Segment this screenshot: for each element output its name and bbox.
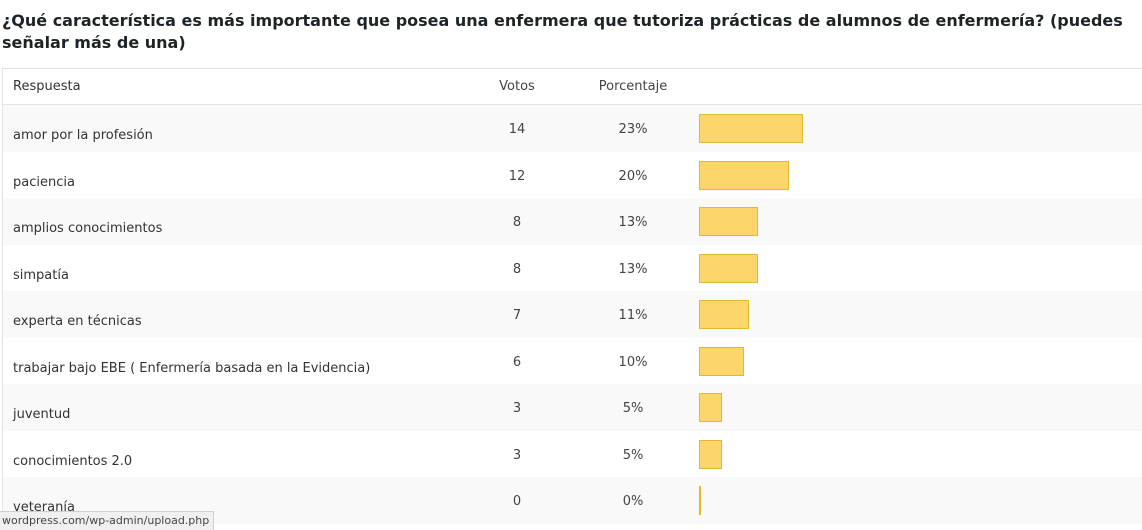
percent-bar: [699, 486, 701, 515]
table-row: juventud 3 5%: [3, 384, 1142, 431]
table-row: trabajar bajo EBE ( Enfermería basada en…: [3, 338, 1142, 385]
percent-bar: [699, 393, 722, 422]
vote-percent: 10%: [618, 354, 648, 370]
vote-count: 3: [512, 401, 522, 416]
answer-label: amplios conocimientos: [13, 221, 163, 236]
table-row: simpatía 8 13%: [3, 245, 1142, 292]
poll-results-table: Respuesta Votos Porcentaje amor por la p…: [2, 68, 1142, 524]
table-header: Respuesta Votos Porcentaje: [3, 69, 1142, 105]
answer-label: juventud: [13, 407, 71, 422]
vote-count: 3: [512, 447, 522, 463]
percent-bar: [699, 253, 758, 283]
table-row: conocimientos 2.0 3 5%: [3, 431, 1142, 478]
answer-label: paciencia: [13, 174, 75, 190]
vote-count: 8: [512, 261, 522, 277]
answer-label: simpatía: [13, 267, 69, 283]
answer-label: experta en técnicas: [13, 314, 142, 329]
vote-count: 7: [512, 308, 522, 323]
vote-percent: 0%: [622, 494, 644, 509]
header-votes: Votos: [499, 79, 535, 94]
vote-count: 0: [512, 494, 522, 509]
table-row: amor por la profesión 14 23%: [3, 105, 1142, 152]
percent-bar: [699, 300, 749, 329]
percent-bar: [699, 114, 803, 143]
vote-count: 8: [512, 215, 522, 230]
vote-percent: 13%: [618, 261, 648, 277]
percent-bar: [699, 160, 789, 190]
table-row: paciencia 12 20%: [3, 152, 1142, 199]
browser-status-url: wordpress.com/wp-admin/upload.php: [0, 511, 215, 530]
percent-bar: [699, 207, 758, 236]
vote-count: 14: [508, 122, 526, 137]
percent-bar: [699, 346, 744, 376]
vote-percent: 11%: [618, 308, 648, 323]
header-percent: Porcentaje: [598, 79, 668, 94]
poll-question: ¿Qué característica es más importante qu…: [2, 11, 1123, 52]
percent-bar: [699, 439, 722, 469]
header-answer: Respuesta: [13, 79, 81, 94]
vote-percent: 23%: [618, 122, 648, 137]
vote-percent: 5%: [622, 447, 644, 463]
vote-count: 6: [512, 354, 522, 370]
table-row: experta en técnicas 7 11%: [3, 291, 1142, 338]
answer-label: amor por la profesión: [13, 128, 153, 143]
vote-percent: 20%: [618, 168, 648, 184]
vote-count: 12: [508, 168, 526, 184]
answer-label: conocimientos 2.0: [13, 453, 133, 469]
answer-label: trabajar bajo EBE ( Enfermería basada en…: [13, 360, 371, 376]
vote-percent: 5%: [622, 401, 644, 416]
table-row: amplios conocimientos 8 13%: [3, 198, 1142, 245]
vote-percent: 13%: [618, 215, 648, 230]
